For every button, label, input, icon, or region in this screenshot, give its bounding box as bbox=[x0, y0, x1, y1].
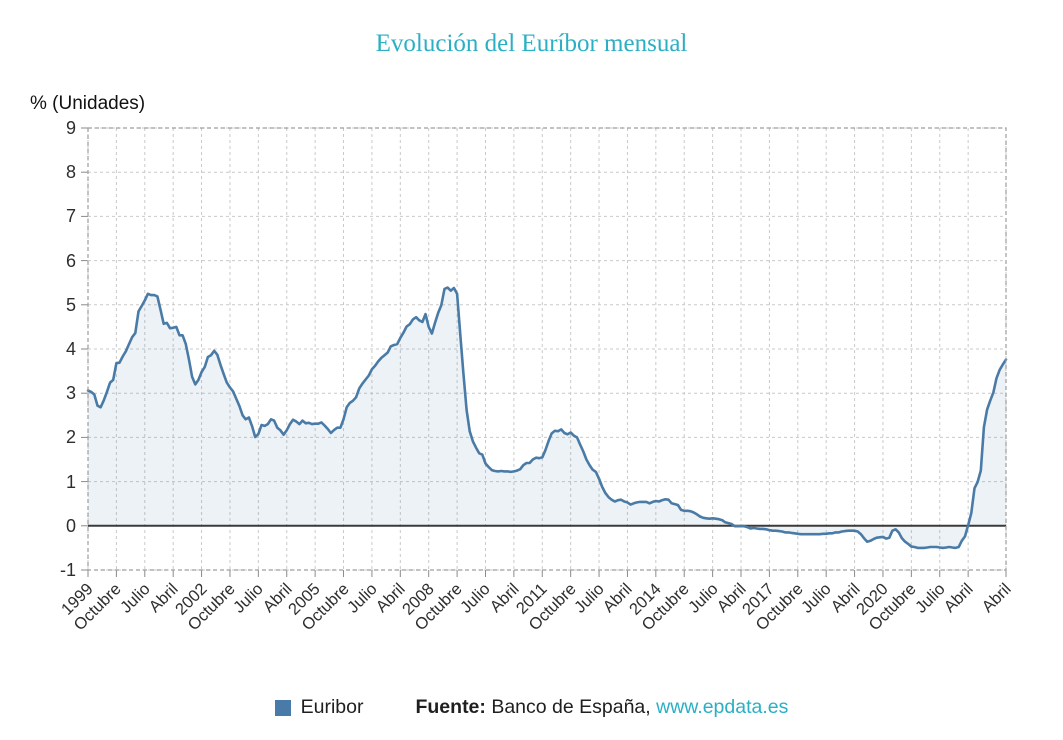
y-axis-label: 3 bbox=[65, 383, 76, 404]
y-axis-label: 6 bbox=[65, 250, 76, 271]
y-axis-label: 4 bbox=[65, 339, 76, 359]
source-name: Banco de España, bbox=[485, 696, 657, 718]
y-axis-label: 5 bbox=[65, 294, 76, 315]
source-label: Fuente: bbox=[415, 696, 486, 718]
euribor-chart-svg bbox=[81, 127, 1008, 577]
y-axis-title: % (Unidades) bbox=[30, 93, 146, 114]
y-axis-label: 1 bbox=[65, 471, 76, 492]
y-axis-label: -1 bbox=[59, 560, 76, 580]
footer: Euribor Fuente: Banco de España, www.epd… bbox=[0, 696, 1063, 719]
plot-border bbox=[87, 127, 1007, 571]
source-text: Fuente: Banco de España, www.epdata.es bbox=[415, 696, 788, 719]
y-axis-label: 0 bbox=[65, 515, 76, 536]
y-axis-label: 8 bbox=[65, 162, 76, 183]
y-axis-label: 9 bbox=[65, 118, 76, 138]
legend-label-euribor: Euribor bbox=[300, 696, 364, 718]
euribor-area-fill bbox=[88, 287, 1006, 548]
y-axis-label: 7 bbox=[65, 206, 76, 227]
euribor-line bbox=[86, 286, 1008, 550]
epdata-link[interactable]: www.epdata.es bbox=[656, 696, 789, 718]
chart-title: Evolución del Euríbor mensual bbox=[375, 30, 688, 57]
legend-swatch-euribor bbox=[274, 699, 291, 716]
y-axis-label: 2 bbox=[65, 427, 76, 448]
